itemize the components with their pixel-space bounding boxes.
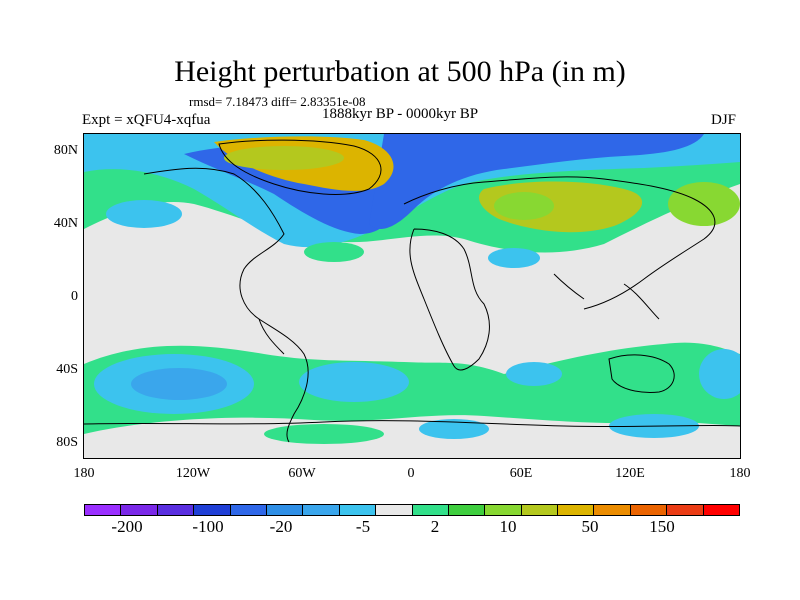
colorbar-swatch: [485, 505, 522, 515]
anomaly-region: [264, 424, 384, 444]
colorbar-swatch: [194, 505, 231, 515]
x-tick-label: 120W: [175, 466, 211, 481]
colorbar-swatch: [412, 505, 449, 515]
colorbar-label: -20: [269, 517, 293, 536]
colorbar-label: -100: [192, 517, 224, 536]
colorbar-swatch: [121, 505, 158, 515]
colorbar-label: 2: [430, 517, 440, 536]
x-tick-label: 60E: [509, 466, 533, 481]
anomaly-region: [488, 248, 540, 268]
plot-title: Height perturbation at 500 hPa (in m): [174, 55, 626, 88]
y-tick-label: 80S: [56, 435, 78, 450]
anomaly-region: [506, 362, 562, 386]
y-tick-label: 40S: [56, 362, 78, 377]
colorbar-swatch: [594, 505, 631, 515]
x-tick-label: 180: [73, 466, 95, 481]
x-tick-label: 180: [729, 466, 751, 481]
colorbar-label: 10: [499, 517, 517, 536]
anomaly-region: [224, 146, 344, 170]
y-tick-label: 40N: [53, 216, 78, 231]
anomaly-region: [106, 200, 182, 228]
coastlines: [84, 139, 740, 443]
colorbar-swatch: [630, 505, 668, 515]
colorbar-swatch: [703, 505, 740, 515]
anomaly-region: [84, 342, 740, 434]
colorbar-swatch: [157, 505, 195, 515]
anomaly-region: [299, 362, 409, 402]
colorbar-swatch: [266, 505, 304, 515]
colorbar-swatch: [376, 505, 413, 515]
y-tick-label: 0: [71, 289, 78, 304]
y-tick-label: 80N: [53, 143, 78, 158]
stats-text: rmsd= 7.18473 diff= 2.83351e-08: [189, 94, 366, 109]
colorbar-label: -5: [355, 517, 371, 536]
anomaly-region: [668, 182, 740, 226]
colorbar-swatch: [558, 505, 595, 515]
colorbar-swatch: [667, 505, 704, 515]
x-tick-label: 0: [407, 466, 415, 481]
colorbar-swatch: [339, 505, 377, 515]
anomaly-region: [304, 242, 364, 262]
map-plot: [83, 133, 741, 459]
experiment-label: Expt = xQFU4-xqfua: [82, 112, 211, 128]
anomaly-region: [419, 419, 489, 439]
colorbar-label: 150: [649, 517, 675, 536]
colorbar-swatch: [85, 505, 122, 515]
x-tick-label: 60W: [288, 466, 316, 481]
colorbar-swatch: [448, 505, 486, 515]
period-label: 1888kyr BP - 0000kyr BP: [322, 106, 479, 122]
season-label: DJF: [711, 112, 737, 128]
colorbar-swatch: [230, 505, 267, 515]
colorbar: [84, 504, 740, 516]
colorbar-swatch: [303, 505, 340, 515]
colorbar-label: -200: [111, 517, 143, 536]
colorbar-label: 50: [581, 517, 599, 536]
anomaly-region: [131, 368, 227, 400]
x-tick-label: 120E: [615, 466, 645, 481]
colorbar-swatch: [521, 505, 559, 515]
anomaly-region: [369, 134, 704, 229]
anomaly-region: [494, 192, 554, 220]
anomaly-region: [699, 349, 740, 399]
